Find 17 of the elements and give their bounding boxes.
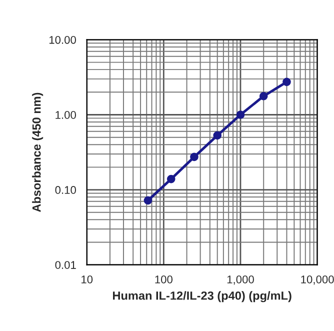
- point: [166, 174, 176, 184]
- point: [282, 78, 291, 86]
- point: [213, 131, 222, 140]
- y-tick-label: 10.00: [49, 36, 76, 44]
- x-tick-label: 10: [82, 276, 93, 284]
- x-tick-label: 100: [155, 276, 172, 284]
- x-tick-label: 10,000: [301, 276, 334, 285]
- y-tick-label: 1.00: [56, 111, 76, 119]
- x-tick-label: 1,000: [227, 276, 254, 285]
- point: [190, 152, 198, 162]
- y-tick-label: 0.01: [55, 261, 76, 269]
- y-axis-title: Absorbance (450 nm): [32, 92, 44, 212]
- point: [144, 196, 152, 205]
- point: [236, 110, 245, 119]
- point: [259, 92, 268, 100]
- y-tick-label: 0.10: [55, 186, 76, 194]
- x-axis-title: Human IL-12/IL-23 (p40) (pg/mL): [113, 291, 292, 302]
